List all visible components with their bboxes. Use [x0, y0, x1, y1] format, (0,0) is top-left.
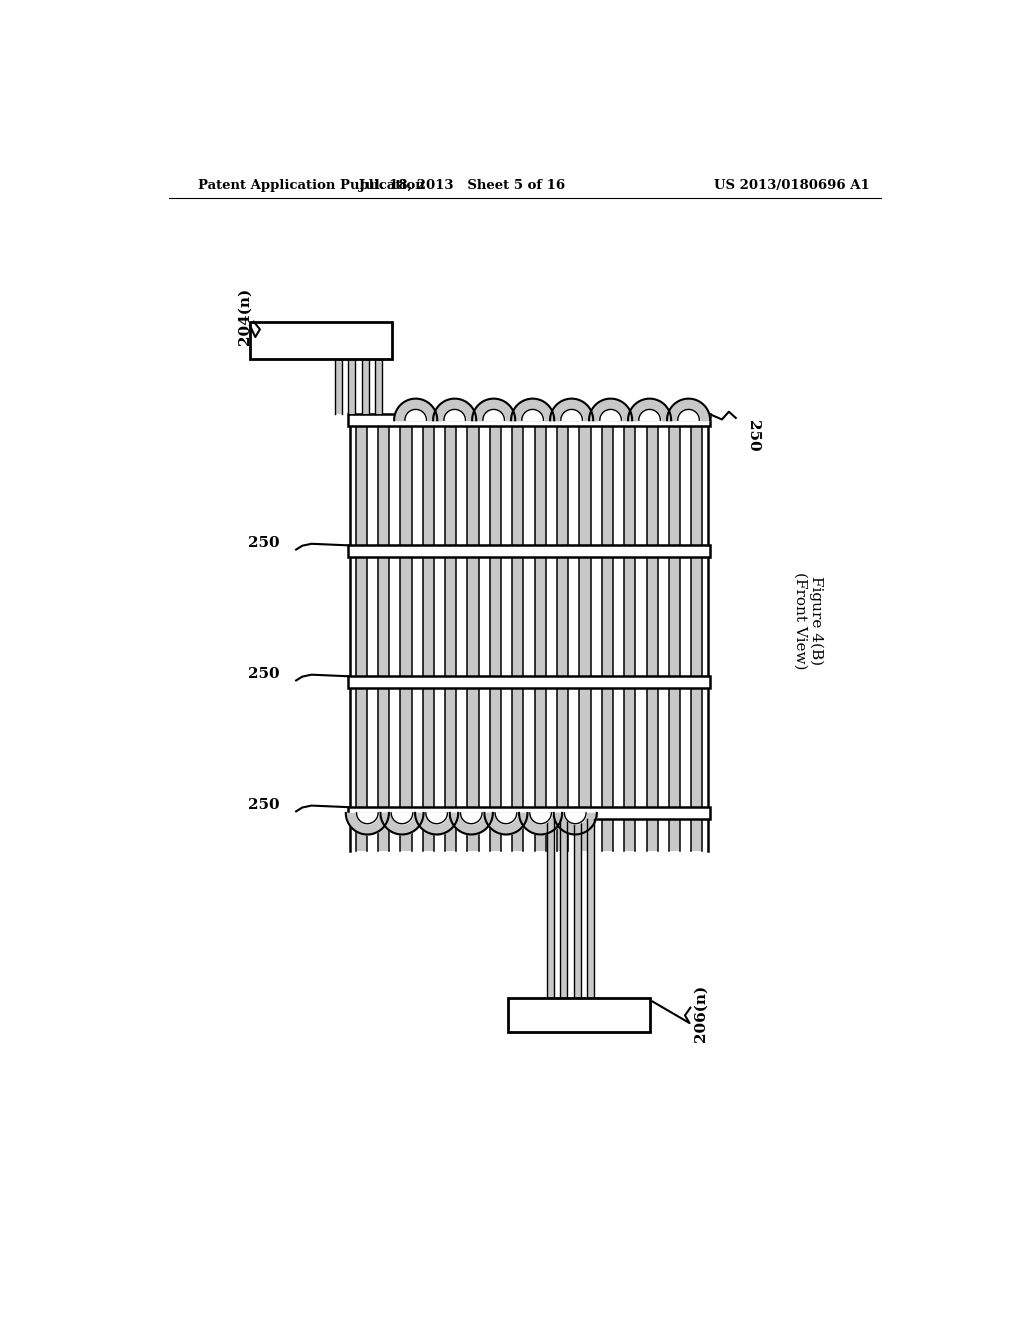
Bar	[348, 807, 711, 818]
Bar	[587, 818, 594, 998]
Bar	[560, 818, 566, 998]
Text: US 2013/0180696 A1: US 2013/0180696 A1	[714, 178, 869, 191]
Bar	[250, 322, 392, 359]
Bar	[691, 420, 702, 851]
Text: 250: 250	[248, 799, 280, 812]
Bar	[547, 818, 554, 998]
Bar	[375, 359, 382, 414]
Text: 206(n): 206(n)	[693, 985, 708, 1041]
Bar	[335, 359, 342, 414]
Bar	[669, 420, 680, 851]
Text: 250: 250	[248, 668, 280, 681]
Bar	[625, 420, 635, 851]
Bar	[400, 420, 412, 851]
Text: (Front View): (Front View)	[794, 572, 808, 669]
Bar	[348, 545, 711, 557]
Bar	[361, 359, 369, 414]
Bar	[573, 818, 581, 998]
Text: Jul. 18, 2013   Sheet 5 of 16: Jul. 18, 2013 Sheet 5 of 16	[358, 178, 564, 191]
Bar	[445, 420, 457, 851]
Text: 250: 250	[745, 420, 760, 451]
Text: Patent Application Publication: Patent Application Publication	[199, 178, 425, 191]
Bar	[378, 420, 389, 851]
Bar	[348, 414, 711, 426]
Bar	[468, 420, 478, 851]
Bar	[355, 420, 367, 851]
Bar	[535, 420, 546, 851]
Bar	[512, 420, 523, 851]
Bar	[602, 420, 613, 851]
Bar	[580, 420, 591, 851]
Text: 204(n): 204(n)	[238, 288, 252, 345]
Bar	[646, 420, 657, 851]
Text: 250: 250	[248, 536, 280, 550]
Bar	[348, 676, 711, 688]
Bar	[508, 998, 650, 1032]
Bar	[423, 420, 434, 851]
Bar	[348, 359, 355, 414]
Bar	[489, 420, 501, 851]
Bar	[557, 420, 568, 851]
Text: Figure 4(B): Figure 4(B)	[809, 576, 823, 665]
